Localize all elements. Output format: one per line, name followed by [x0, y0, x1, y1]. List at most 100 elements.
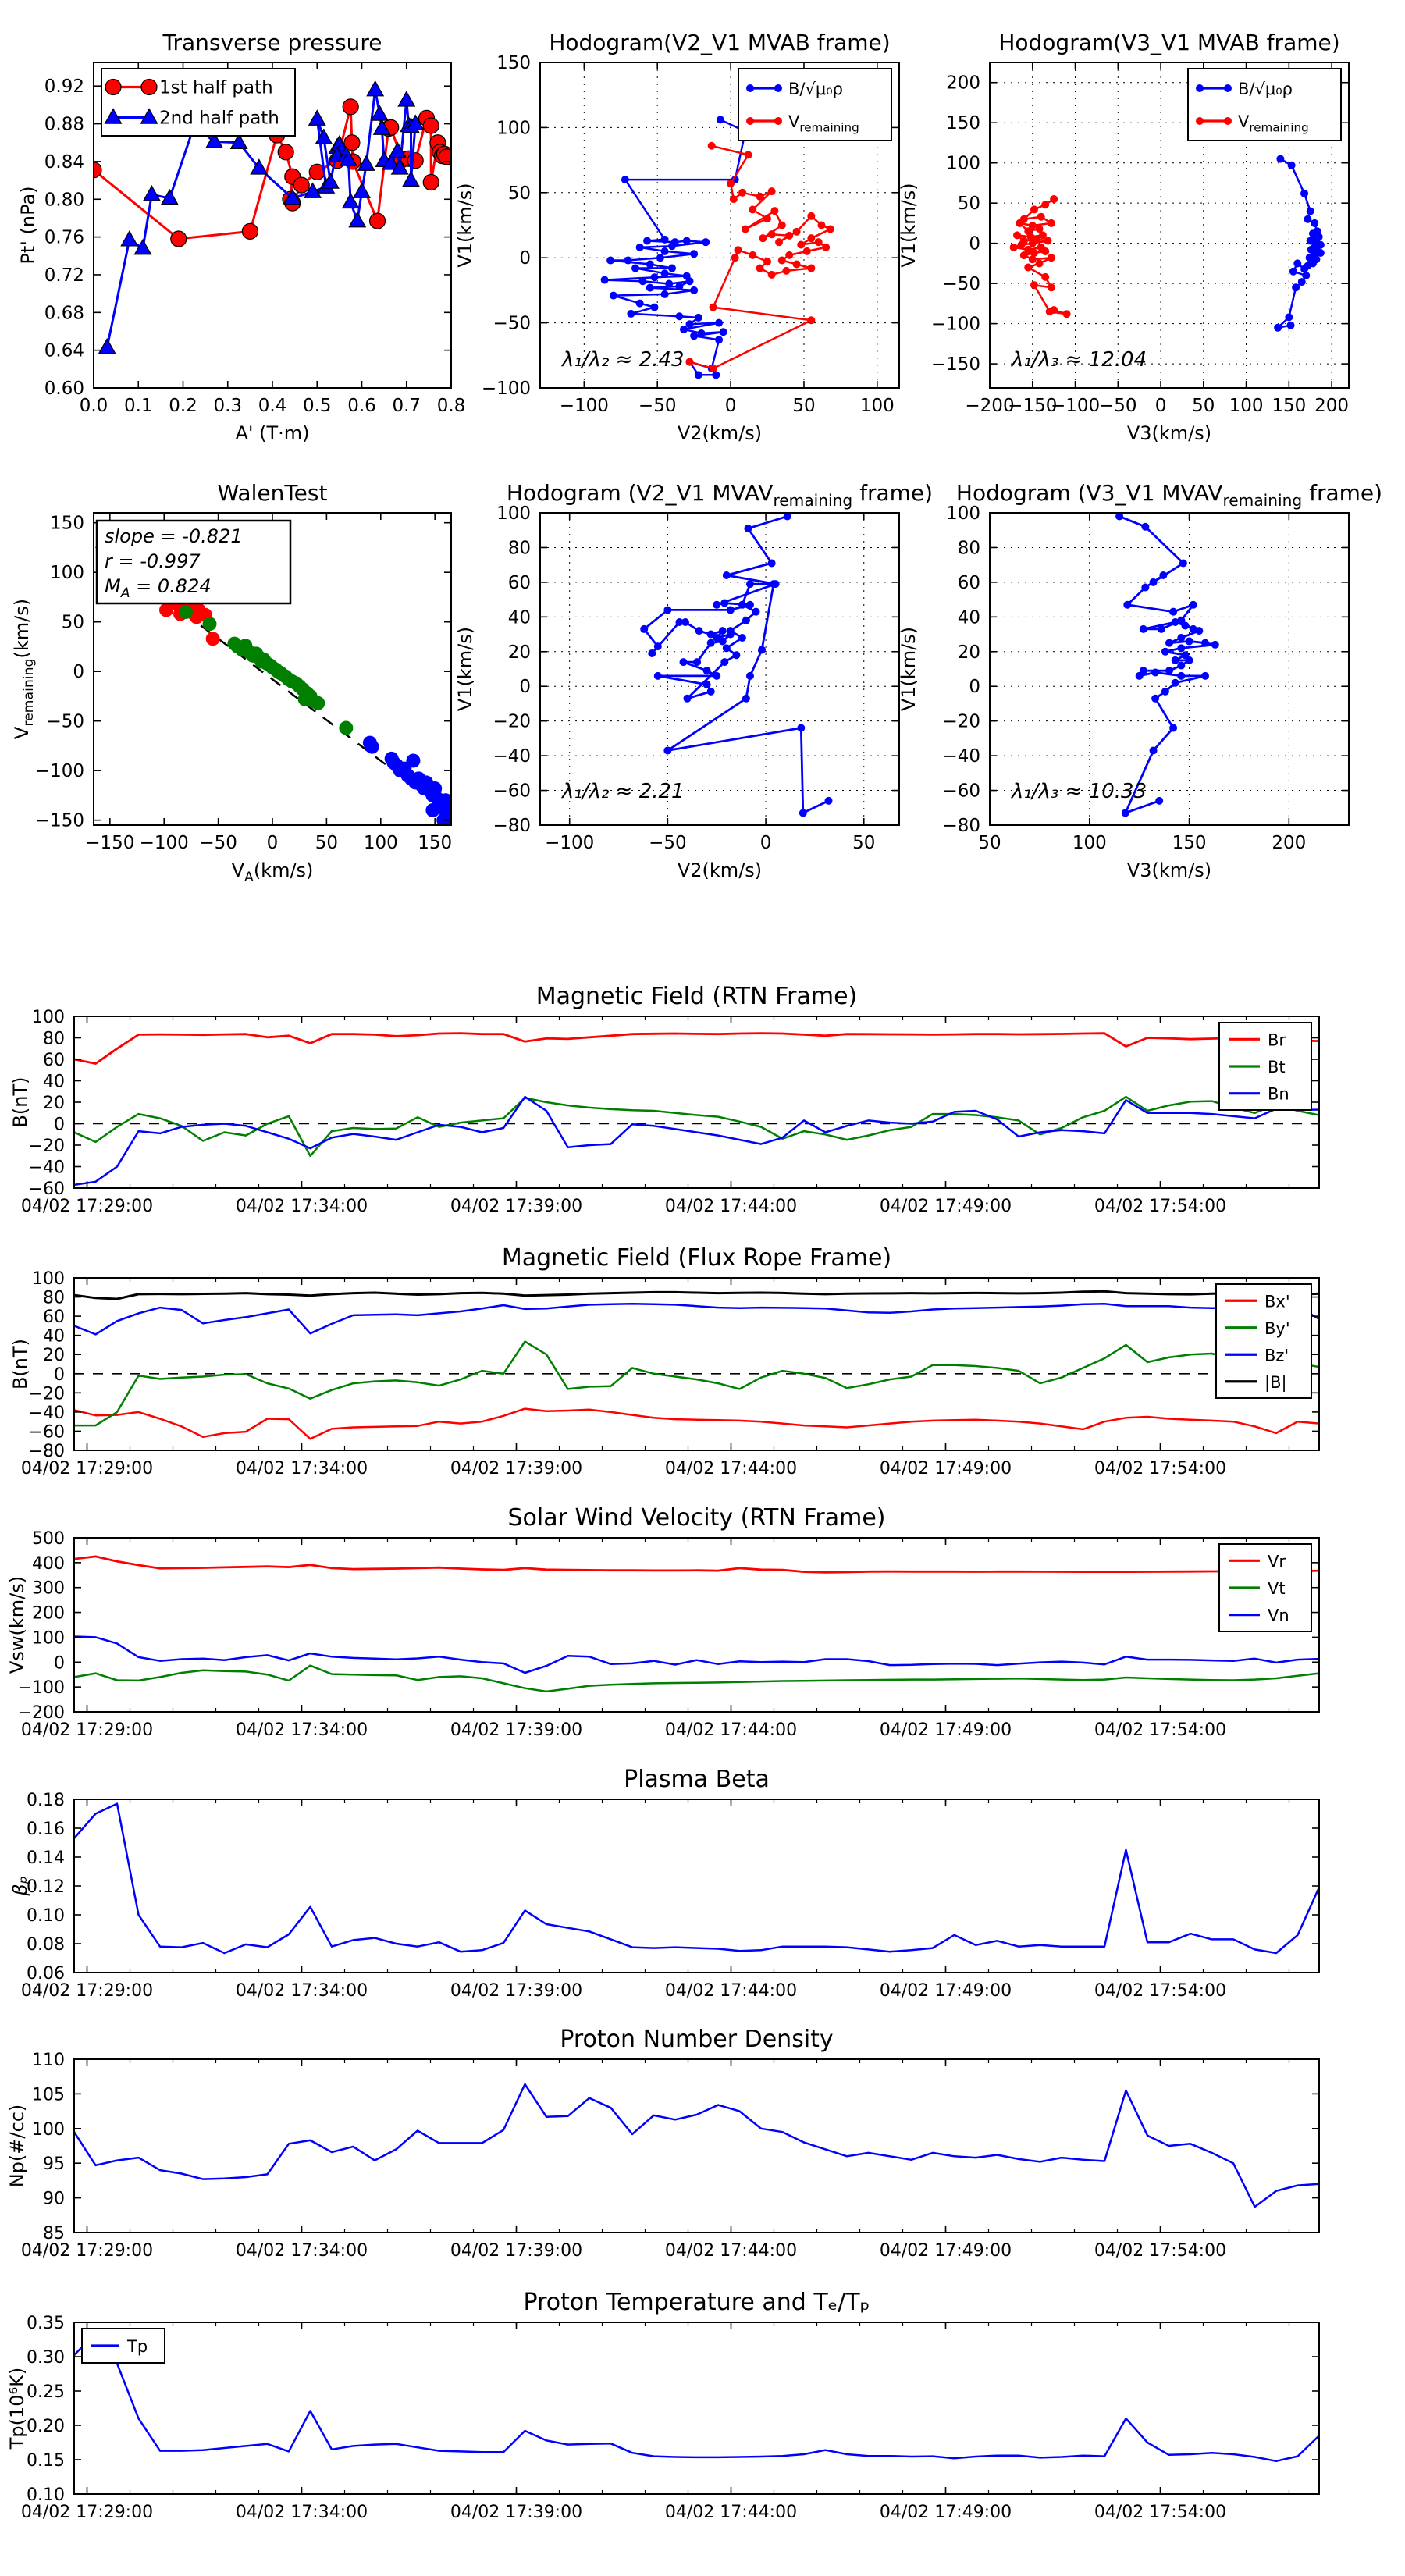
- svg-text:A' (T·m): A' (T·m): [235, 422, 309, 444]
- svg-text:Tp(10⁶K): Tp(10⁶K): [6, 2368, 28, 2450]
- svg-text:04/02 17:49:00: 04/02 17:49:00: [880, 1720, 1012, 1740]
- svg-text:500: 500: [32, 1529, 65, 1549]
- svg-text:40: 40: [43, 1073, 65, 1092]
- svg-text:0.20: 0.20: [27, 2417, 65, 2436]
- svg-text:0.08: 0.08: [27, 1935, 65, 1955]
- svg-text:0.3: 0.3: [213, 396, 242, 416]
- svg-text:50: 50: [958, 194, 980, 214]
- svg-text:200: 200: [1314, 396, 1349, 416]
- series-group: [94, 80, 451, 354]
- svg-text:Vsw(km/s): Vsw(km/s): [6, 1576, 28, 1674]
- svg-text:−150: −150: [35, 811, 84, 831]
- svg-text:20: 20: [958, 642, 980, 663]
- series-group: [74, 1032, 1319, 1187]
- svg-text:V1(km/s): V1(km/s): [454, 627, 476, 711]
- svg-text:1st half path: 1st half path: [159, 78, 273, 98]
- svg-text:0.1: 0.1: [124, 396, 153, 416]
- svg-text:04/02 17:29:00: 04/02 17:29:00: [21, 1981, 153, 2001]
- svg-text:50: 50: [852, 833, 875, 853]
- svg-text:Vr: Vr: [1268, 1552, 1286, 1571]
- svg-text:200: 200: [32, 1604, 65, 1624]
- svg-text:0.8: 0.8: [437, 396, 466, 416]
- svg-text:60: 60: [43, 1308, 65, 1327]
- svg-text:04/02 17:49:00: 04/02 17:49:00: [880, 2503, 1012, 2522]
- svg-text:MA = 0.824: MA = 0.824: [105, 575, 212, 601]
- svg-text:110: 110: [32, 2051, 65, 2070]
- svg-text:VA(km/s): VA(km/s): [232, 859, 314, 885]
- svg-text:04/02 17:29:00: 04/02 17:29:00: [21, 1459, 153, 1478]
- svg-text:300: 300: [32, 1579, 65, 1599]
- svg-text:20: 20: [508, 642, 531, 663]
- svg-text:50: 50: [62, 613, 84, 633]
- svg-text:0: 0: [519, 677, 531, 697]
- svg-text:−80: −80: [493, 816, 531, 836]
- svg-text:−100: −100: [1051, 396, 1100, 416]
- svg-text:0.4: 0.4: [258, 396, 287, 416]
- series-group: [1009, 155, 1325, 332]
- svg-text:0.2: 0.2: [169, 396, 197, 416]
- svg-text:−100: −100: [931, 315, 980, 335]
- svg-text:−200: −200: [965, 396, 1014, 416]
- svg-text:0.72: 0.72: [44, 265, 84, 286]
- svg-text:−50: −50: [46, 712, 84, 732]
- svg-text:04/02 17:34:00: 04/02 17:34:00: [236, 1197, 368, 1216]
- svg-text:−60: −60: [29, 1422, 65, 1442]
- svg-text:0: 0: [54, 1365, 65, 1385]
- svg-text:0.25: 0.25: [27, 2382, 65, 2402]
- svg-text:04/02 17:44:00: 04/02 17:44:00: [665, 1981, 797, 2001]
- svg-text:04/02 17:44:00: 04/02 17:44:00: [665, 1197, 797, 1216]
- svg-text:04/02 17:44:00: 04/02 17:44:00: [665, 2241, 797, 2261]
- svg-text:400: 400: [32, 1554, 65, 1574]
- svg-text:100: 100: [32, 1628, 65, 1648]
- svg-text:04/02 17:29:00: 04/02 17:29:00: [21, 1720, 153, 1740]
- series-group: [74, 2083, 1319, 2208]
- svg-text:0.80: 0.80: [44, 190, 84, 210]
- svg-text:−50: −50: [942, 274, 980, 294]
- svg-text:04/02 17:54:00: 04/02 17:54:00: [1094, 2241, 1226, 2261]
- svg-text:−150: −150: [85, 833, 134, 853]
- svg-text:100: 100: [1072, 833, 1107, 853]
- svg-text:80: 80: [43, 1289, 65, 1308]
- svg-text:−80: −80: [942, 816, 980, 836]
- svg-text:Transverse pressure: Transverse pressure: [162, 30, 382, 55]
- svg-text:0.68: 0.68: [44, 303, 84, 323]
- svg-text:100: 100: [50, 563, 84, 583]
- svg-text:Bx': Bx': [1264, 1292, 1290, 1311]
- svg-text:150: 150: [418, 833, 452, 853]
- svg-text:0.16: 0.16: [27, 1820, 65, 1839]
- svg-text:50: 50: [315, 833, 338, 853]
- svg-text:0.35: 0.35: [27, 2314, 65, 2333]
- svg-text:60: 60: [958, 573, 980, 593]
- svg-text:20: 20: [43, 1094, 65, 1113]
- svg-text:04/02 17:49:00: 04/02 17:49:00: [880, 1981, 1012, 2001]
- svg-text:−20: −20: [493, 712, 531, 732]
- annotation-box: [95, 519, 292, 605]
- svg-text:04/02 17:54:00: 04/02 17:54:00: [1094, 1981, 1226, 2001]
- svg-text:100: 100: [32, 1269, 65, 1289]
- svg-text:λ₁/λ₃ ≈ 10.33: λ₁/λ₃ ≈ 10.33: [1010, 780, 1147, 803]
- svg-text:04/02 17:44:00: 04/02 17:44:00: [665, 2503, 797, 2522]
- svg-text:100: 100: [364, 833, 398, 853]
- svg-text:−60: −60: [493, 781, 531, 802]
- svg-text:Magnetic Field (RTN Frame): Magnetic Field (RTN Frame): [536, 983, 858, 1010]
- svg-text:105: 105: [32, 2085, 65, 2105]
- legend-box: [1187, 68, 1342, 141]
- svg-text:50: 50: [978, 833, 1001, 853]
- svg-text:−20: −20: [942, 712, 980, 732]
- series-group: [1115, 513, 1219, 817]
- svg-text:−50: −50: [649, 833, 687, 853]
